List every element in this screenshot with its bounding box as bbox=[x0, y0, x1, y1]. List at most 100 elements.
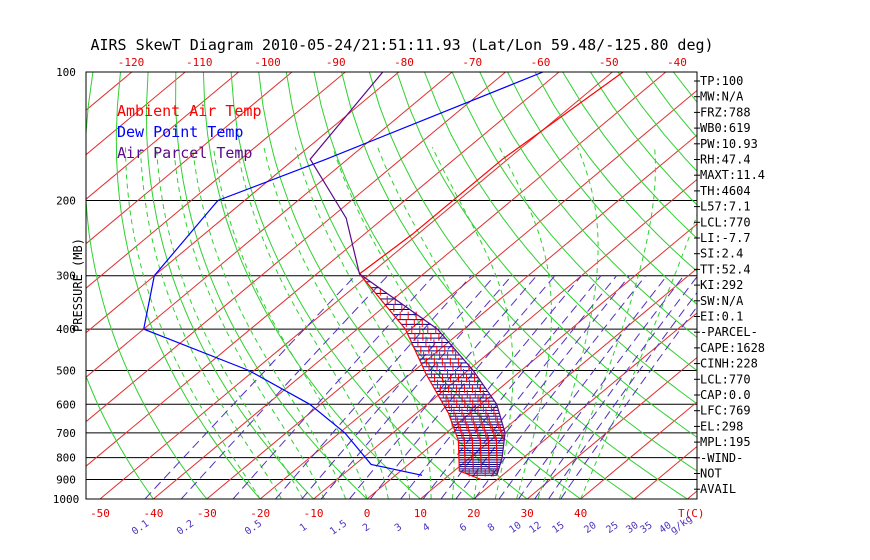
dry-adiabat-line bbox=[202, 72, 421, 499]
mixing-ratio-tick-label: 25 bbox=[604, 520, 620, 536]
mixing-ratio-line bbox=[144, 275, 356, 499]
pressure-tick-label: 400 bbox=[56, 323, 76, 336]
mixing-ratio-tick-label: 1 bbox=[298, 522, 309, 534]
mixing-ratio-tick-label: 1.5 bbox=[328, 518, 349, 537]
stats-item: NOT bbox=[700, 467, 722, 481]
top-temp-tick-label: -50 bbox=[599, 56, 619, 69]
pressure-tick-label: 800 bbox=[56, 452, 76, 465]
moist-adiabat-line bbox=[558, 147, 656, 499]
stats-item: LCL:770 bbox=[700, 215, 751, 229]
isotherm-line bbox=[86, 72, 400, 334]
moist-adiabat-line bbox=[431, 146, 514, 499]
mixing-ratio-tick-label: 12 bbox=[527, 520, 543, 536]
stats-item: MPL:195 bbox=[700, 435, 751, 449]
mixing-ratio-line bbox=[474, 275, 647, 499]
stats-item: -WIND- bbox=[700, 451, 743, 465]
isotherm-line bbox=[0, 72, 25, 499]
dry-adiabat-line bbox=[479, 72, 697, 339]
bottom-temp-tick-label: -50 bbox=[90, 507, 110, 520]
moist-adiabat-line bbox=[140, 147, 283, 499]
mixing-ratio-tick-label: 20 bbox=[582, 520, 598, 536]
stats-item: TP:100 bbox=[700, 74, 743, 88]
isotherm-line bbox=[86, 72, 506, 423]
mixing-ratio-tick-label: 2 bbox=[361, 522, 372, 534]
dry-adiabat-line bbox=[812, 72, 870, 499]
stats-item: SI:2.4 bbox=[700, 247, 743, 261]
bottom-temp-tick-label: -30 bbox=[197, 507, 217, 520]
moist-adiabat-line bbox=[173, 147, 325, 499]
mixing-ratio-line bbox=[301, 275, 496, 499]
moist-adiabat-line bbox=[212, 147, 368, 499]
bottom-temp-tick-label: 40 bbox=[574, 507, 587, 520]
stats-item: TH:4604 bbox=[700, 184, 751, 198]
mixing-ratio-line bbox=[440, 275, 617, 499]
stats-item: -PARCEL- bbox=[700, 325, 758, 339]
stats-item: MW:N/A bbox=[700, 90, 744, 104]
mixing-ratio-tick-label: 0.5 bbox=[243, 518, 264, 537]
top-temp-tick-label: -100 bbox=[254, 56, 281, 69]
stats-item: AVAIL bbox=[700, 482, 736, 496]
isotherm-line bbox=[86, 72, 293, 245]
dry-adiabat-line bbox=[230, 72, 475, 499]
pressure-tick-label: 900 bbox=[56, 473, 76, 486]
mixing-ratio-line bbox=[518, 275, 685, 499]
dry-adiabat-line bbox=[115, 72, 261, 499]
isotherm-line bbox=[86, 72, 239, 200]
mixing-ratio-tick-label: 0.2 bbox=[175, 518, 196, 537]
dry-adiabat-line bbox=[145, 72, 314, 499]
top-temp-tick-label: -120 bbox=[118, 56, 145, 69]
dry-adiabat-line bbox=[368, 72, 697, 472]
mixing-ratio-line bbox=[534, 275, 697, 499]
mixing-ratio-line bbox=[560, 306, 697, 499]
legend-item: Ambient Air Temp bbox=[117, 102, 262, 120]
mixing-ratio-line bbox=[369, 275, 556, 499]
isotherm-line bbox=[313, 178, 697, 499]
top-temp-tick-label: -40 bbox=[667, 56, 687, 69]
mixing-ratio-line bbox=[180, 275, 389, 499]
stats-item: RH:47.4 bbox=[700, 153, 751, 167]
top-temp-tick-label: -60 bbox=[531, 56, 551, 69]
stats-item: MAXT:11.4 bbox=[700, 168, 765, 182]
isotherm-line bbox=[86, 72, 186, 156]
moist-adiabat-line bbox=[156, 147, 304, 499]
top-temp-tick-label: -110 bbox=[186, 56, 213, 69]
mixing-ratio-line bbox=[232, 275, 435, 499]
legend-item: Air Parcel Temp bbox=[117, 144, 252, 162]
isotherm-line bbox=[99, 72, 613, 499]
stats-item: CAPE:1628 bbox=[700, 341, 765, 355]
stats-item: KI:292 bbox=[700, 278, 743, 292]
mixing-ratio-line bbox=[275, 275, 472, 499]
dry-adiabat-line bbox=[313, 72, 635, 499]
isotherm-line bbox=[259, 134, 697, 499]
stats-item: WB0:619 bbox=[700, 121, 751, 135]
moist-adiabat-line bbox=[537, 147, 599, 499]
moist-adiabat-line bbox=[125, 147, 261, 499]
x-axis-label: T(C) bbox=[678, 507, 705, 520]
pressure-tick-label: 100 bbox=[56, 66, 76, 79]
pressure-tick-label: 200 bbox=[56, 195, 76, 208]
stats-item: CINH:228 bbox=[700, 357, 758, 371]
legend-item: Dew Point Temp bbox=[117, 123, 243, 141]
isotherm-line bbox=[86, 72, 560, 467]
isotherm-line bbox=[420, 267, 697, 499]
dry-adiabat-line bbox=[756, 72, 870, 499]
series-line-air-parcel-temp bbox=[309, 72, 506, 476]
moist-adiabat-line bbox=[498, 146, 552, 499]
mixing-ratio-line bbox=[548, 291, 697, 499]
dry-adiabat-line bbox=[534, 72, 697, 272]
stats-item: EL:298 bbox=[700, 419, 743, 433]
dry-adiabat-line bbox=[451, 72, 697, 372]
mixing-ratio-tick-label: 4 bbox=[421, 522, 432, 534]
pressure-tick-label: 700 bbox=[56, 427, 76, 440]
bottom-temp-tick-label: 10 bbox=[414, 507, 427, 520]
bottom-temp-tick-label: 30 bbox=[521, 507, 534, 520]
mixing-ratio-line bbox=[498, 275, 668, 499]
pressure-tick-label: 500 bbox=[56, 364, 76, 377]
isotherm-line bbox=[526, 356, 697, 499]
dry-adiabat-line bbox=[784, 72, 870, 499]
moist-adiabat-line bbox=[580, 213, 697, 499]
chart-title: AIRS SkewT Diagram 2010-05-24/21:51:11.9… bbox=[90, 36, 713, 54]
stats-item: PW:10.93 bbox=[700, 137, 758, 151]
stats-item: SW:N/A bbox=[700, 294, 744, 308]
y-axis-label: PRESSURE (MB) bbox=[71, 238, 85, 332]
